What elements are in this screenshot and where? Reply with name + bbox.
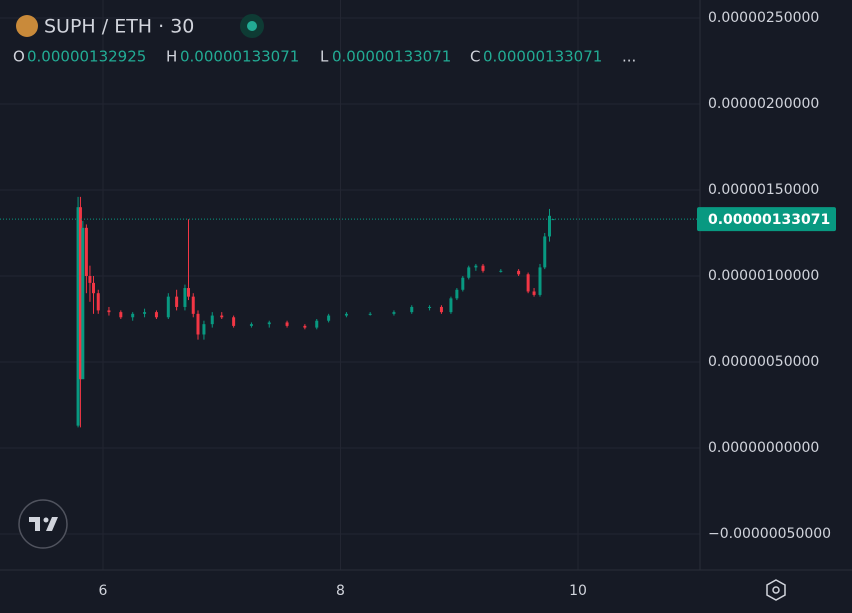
y-tick-label: 0.00000200000	[708, 96, 819, 112]
symbol-logo	[16, 15, 38, 37]
status-dot	[247, 21, 257, 31]
candle-body	[154, 312, 158, 318]
settings-icon-center	[772, 586, 780, 594]
candle-body	[84, 227, 88, 277]
candle-body	[461, 277, 465, 290]
l-label: L	[320, 48, 329, 66]
candle-body	[467, 267, 471, 278]
x-tick-label: 10	[569, 583, 587, 599]
legend-header: SUPH / ETH · 30 O 0.00000132925 H 0.0000…	[13, 14, 636, 66]
candle-body	[327, 315, 331, 321]
candle-body	[107, 310, 111, 313]
candle-body	[499, 270, 503, 272]
candle-body	[78, 207, 82, 380]
last-price-box	[697, 207, 836, 232]
candle-body	[344, 313, 348, 316]
x-tick-label: 6	[99, 583, 108, 599]
candle-body	[81, 227, 85, 380]
candle-body	[392, 312, 396, 314]
candle-body	[175, 296, 179, 307]
logo-mark	[29, 517, 58, 531]
c-value: 0.00000133071	[483, 48, 602, 66]
settings-icon[interactable]	[766, 579, 786, 601]
candle-body	[166, 296, 170, 318]
y-tick-label: −0.00000050000	[708, 526, 831, 542]
candle-body	[428, 306, 432, 308]
c-label: C	[470, 48, 480, 66]
candle-body	[267, 322, 271, 325]
candle-body	[183, 288, 187, 307]
y-tick-label: 0.00000000000	[708, 440, 819, 456]
more[interactable]: ...	[622, 48, 636, 66]
last-price-label: 0.00000133071	[708, 212, 830, 228]
candle-body	[76, 207, 80, 426]
candle-body	[368, 313, 372, 315]
tv-logo[interactable]	[18, 499, 68, 549]
grid	[0, 0, 700, 570]
candle-body	[474, 265, 478, 268]
l-value: 0.00000133071	[332, 48, 451, 66]
y-tick-label: 0.00000250000	[708, 10, 819, 26]
h-value: 0.00000133071	[180, 48, 299, 66]
candle-body	[551, 219, 555, 221]
o-label: O	[13, 48, 25, 66]
x-tick-label: 8	[336, 583, 345, 599]
y-tick-label: 0.00000100000	[708, 268, 819, 284]
candle-body	[439, 306, 443, 313]
candle-body	[196, 313, 200, 335]
candle-body	[202, 324, 206, 335]
y-tick-label: 0.00000150000	[708, 182, 819, 198]
logo-ring	[18, 499, 68, 549]
candle-body	[119, 312, 123, 318]
candle-body	[449, 298, 453, 313]
candle-body	[455, 289, 459, 299]
candle-body	[249, 324, 253, 326]
o-value: 0.00000132925	[27, 48, 146, 66]
candle-body	[538, 267, 542, 295]
candle-body	[315, 320, 319, 328]
candle-body	[232, 317, 236, 326]
candle-body	[92, 282, 96, 294]
candle-body	[532, 291, 536, 295]
candle-body	[410, 306, 414, 313]
candle-body	[96, 293, 100, 311]
candle-body	[143, 312, 147, 314]
candle-body	[543, 236, 547, 268]
candle-body	[88, 276, 92, 283]
candle-body	[547, 215, 551, 237]
candle-body	[526, 274, 530, 292]
y-tick-label: 0.00000050000	[708, 354, 819, 370]
candle-body	[220, 315, 224, 318]
symbol: SUPH / ETH · 30	[44, 16, 194, 38]
candle-body	[131, 313, 135, 318]
candle-body	[187, 288, 191, 297]
candle-body	[481, 265, 485, 271]
candle-body	[191, 296, 195, 314]
logo-dot	[43, 517, 49, 523]
candle-body	[303, 325, 307, 328]
h-label: H	[166, 48, 177, 66]
candle-body	[517, 270, 521, 275]
candle-body	[285, 322, 289, 326]
plot-area	[0, 196, 700, 428]
candle-body	[210, 315, 214, 325]
